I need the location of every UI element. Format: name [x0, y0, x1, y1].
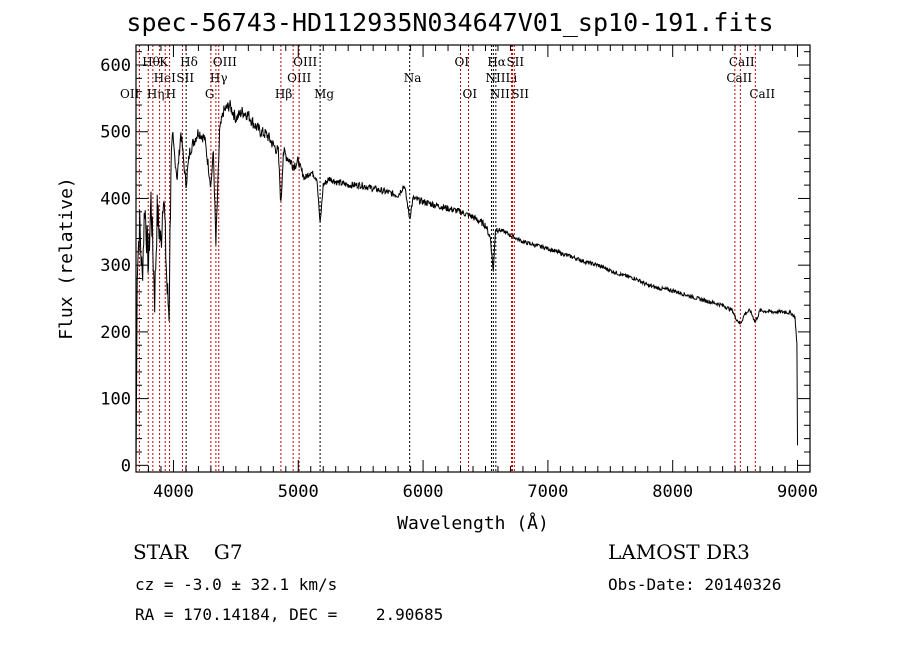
spectral-line-label: OI	[463, 87, 478, 101]
spectral-line-label: SII	[506, 55, 524, 69]
spectral-line-label: OII	[120, 87, 140, 101]
spectral-line-label: H	[166, 87, 176, 101]
spectral-line-label: G	[205, 87, 215, 101]
spectral-line-label: Hβ	[275, 87, 292, 101]
plot-frame	[135, 44, 811, 473]
spectral-line-label: SII	[176, 71, 194, 85]
x-tick-label: 7000	[527, 482, 568, 502]
y-tick-label: 100	[100, 390, 131, 410]
x-tick-label: 8000	[652, 482, 693, 502]
spectral-line-label: CaII	[726, 71, 752, 85]
spectral-line-label: Mg	[314, 87, 334, 101]
obs-date: Obs-Date: 20140326	[608, 575, 782, 594]
x-tick-label: 4000	[153, 482, 194, 502]
coordinates: RA = 170.14184, DEC = 2.90685	[135, 605, 444, 624]
y-tick-label: 500	[100, 123, 131, 143]
survey-label: LAMOST DR3	[608, 540, 750, 564]
spectral-line-label: NII	[490, 87, 510, 101]
spectral-line-label: Hα	[487, 55, 506, 69]
y-axis-label: Flux (relative)	[56, 177, 77, 340]
y-tick-label: 0	[121, 456, 131, 476]
spectral-line-label: K	[159, 55, 169, 69]
spectral-line-label: Na	[404, 71, 422, 85]
spectral-line-label: OIII	[293, 55, 317, 69]
x-tick-label: 5000	[278, 482, 319, 502]
spectral-line-label: OIII	[213, 55, 237, 69]
spectral-line-label: CaII	[729, 55, 755, 69]
redshift-info: cz = -3.0 ± 32.1 km/s	[135, 575, 338, 594]
x-tick-label: 9000	[777, 482, 818, 502]
spectrum-line	[135, 100, 799, 466]
y-tick-label: 300	[100, 256, 131, 276]
chart-title: spec-56743-HD112935N034647V01_sp10-191.f…	[126, 8, 774, 37]
spectral-line-label: OI	[455, 55, 470, 69]
spectral-line-label: SII	[511, 87, 529, 101]
object-class: STAR G7	[133, 540, 243, 564]
spectral-line-label: Hδ	[180, 55, 198, 69]
x-axis-label: Wavelength (Å)	[397, 512, 549, 534]
x-tick-label: 6000	[403, 482, 444, 502]
y-tick-label: 600	[100, 56, 131, 76]
spectral-line-label: Hη	[147, 87, 165, 101]
y-tick-label: 200	[100, 323, 131, 343]
spectral-line-label: Hθ	[142, 55, 160, 69]
spectral-line-label: CaII	[749, 87, 775, 101]
spectral-line-label: Li	[505, 71, 517, 85]
y-tick-label: 400	[100, 189, 131, 209]
